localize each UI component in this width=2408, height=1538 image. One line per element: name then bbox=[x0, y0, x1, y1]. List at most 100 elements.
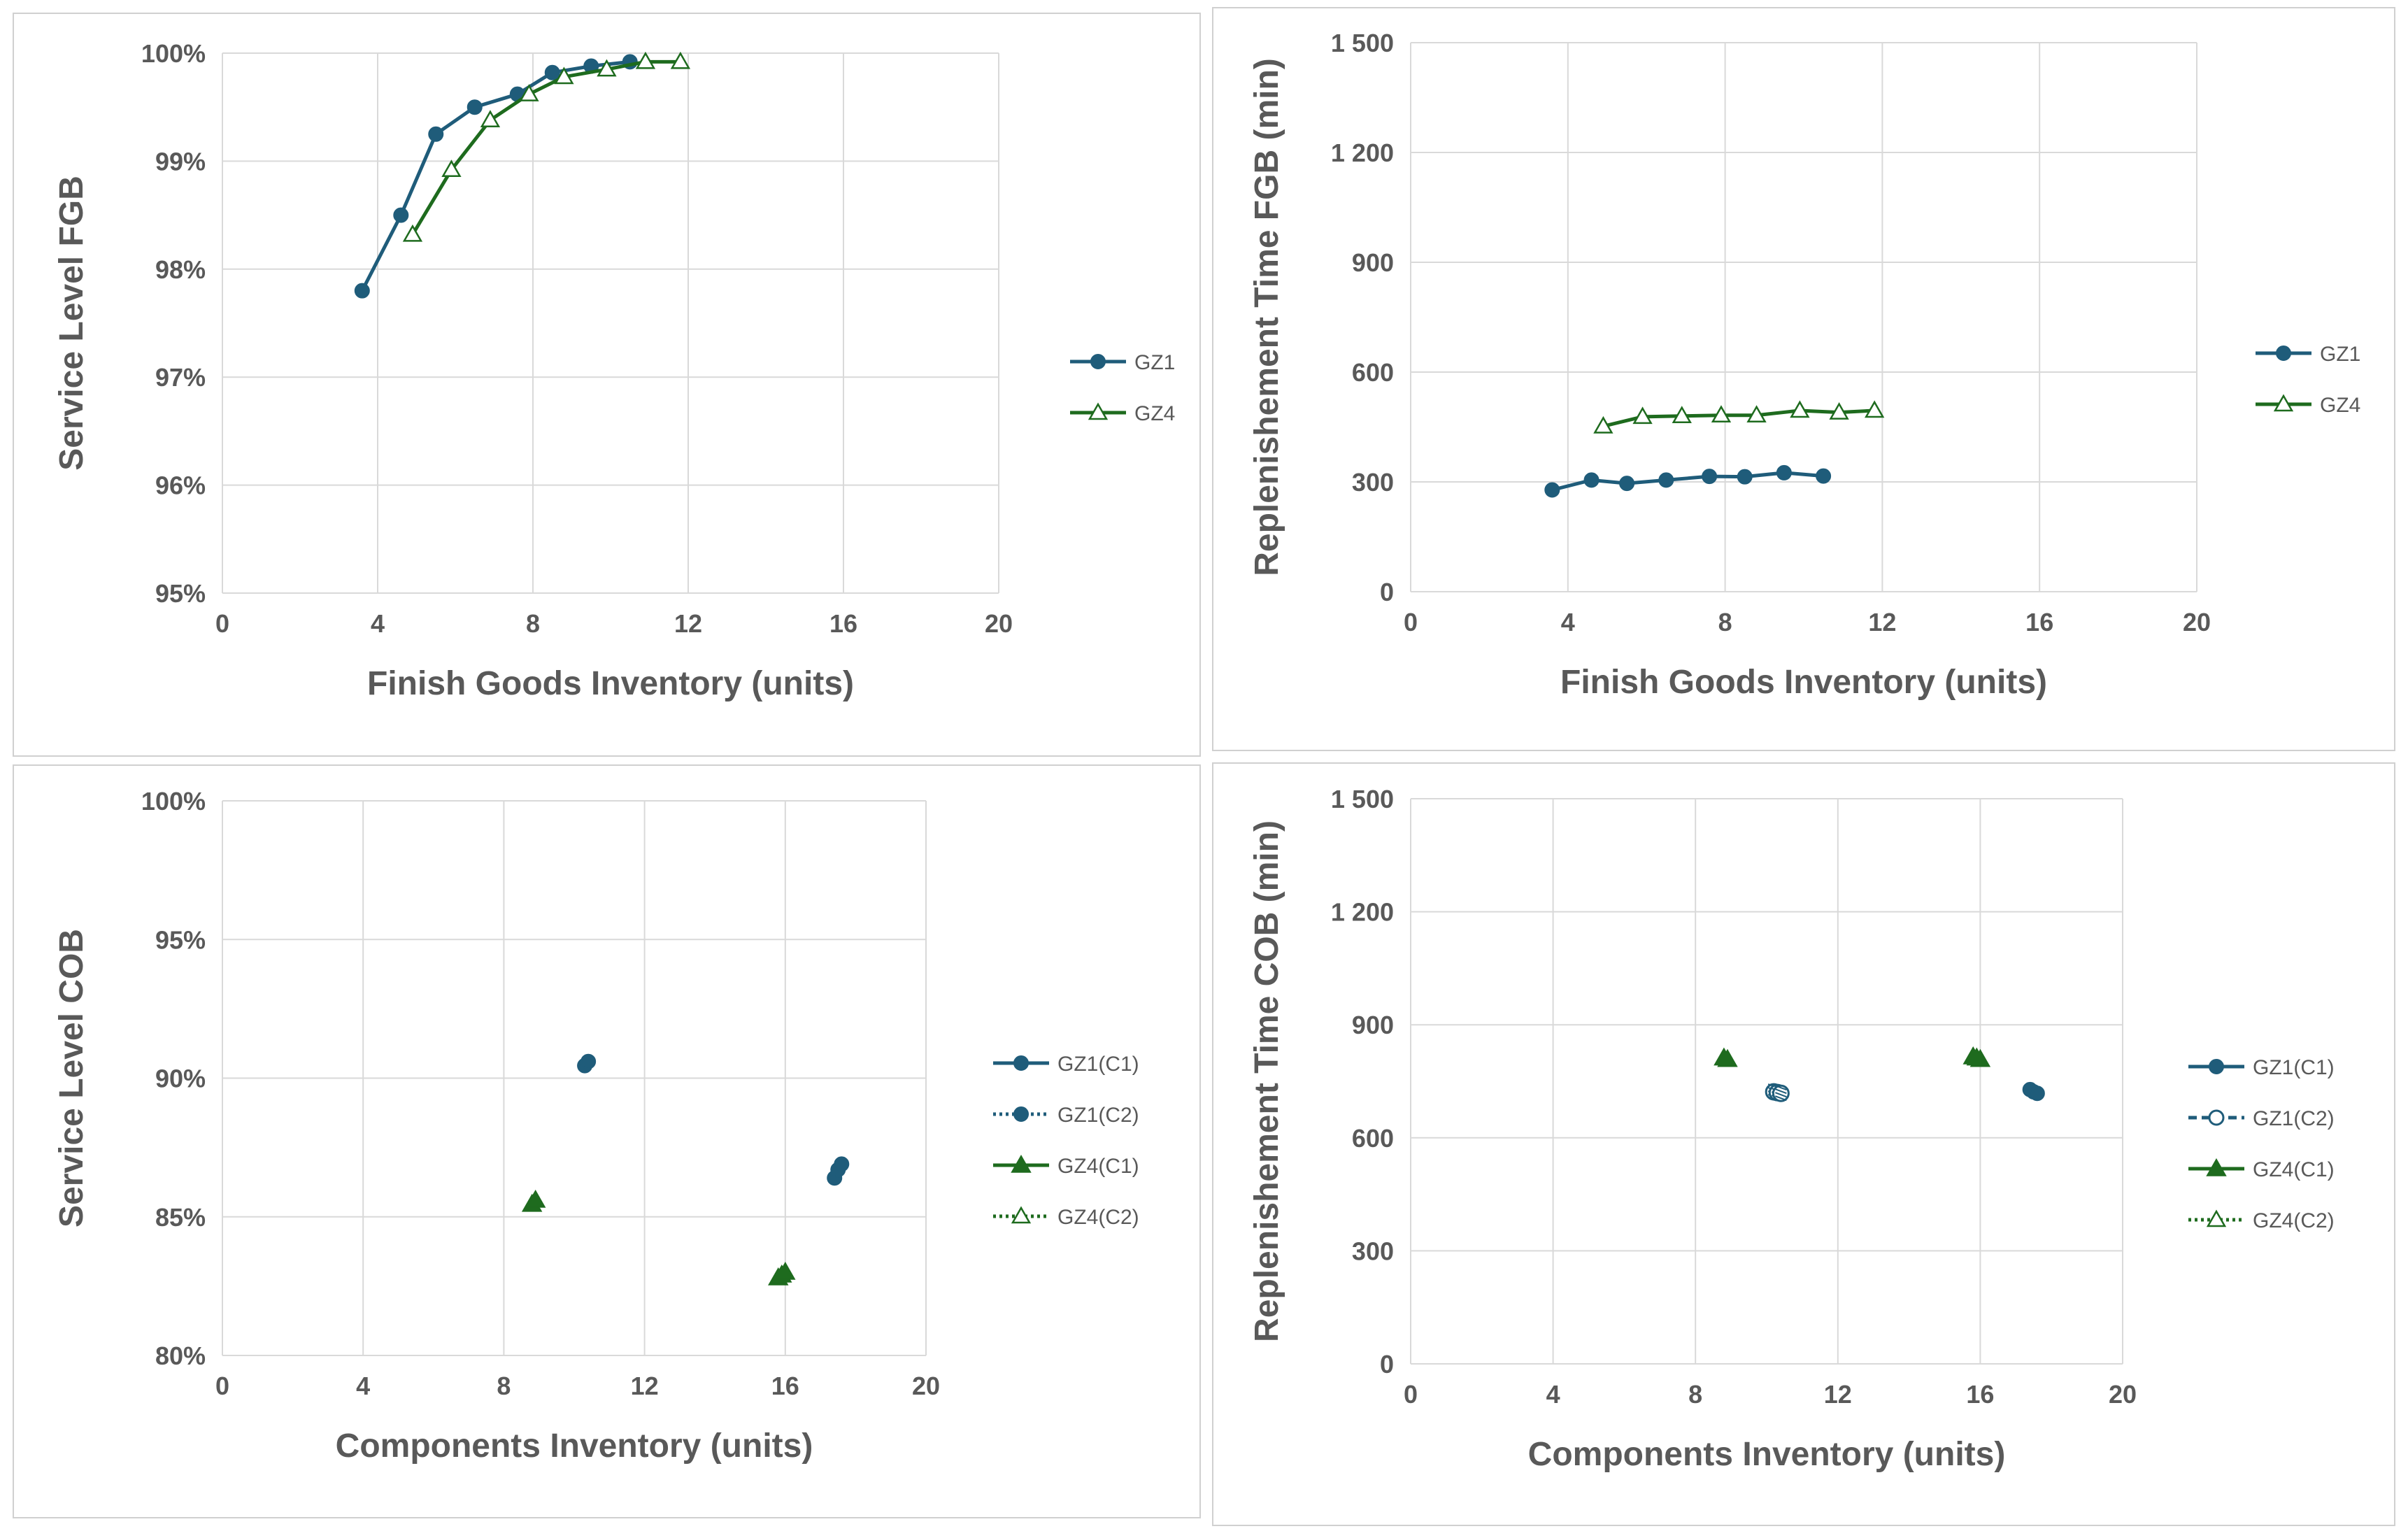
y-tick-label: 600 bbox=[1352, 1124, 1394, 1153]
x-tick-label: 0 bbox=[215, 1372, 229, 1400]
x-tick-label: 12 bbox=[674, 609, 702, 638]
y-axis-label: Replenishement Time COB (min) bbox=[1248, 820, 1285, 1342]
legend-entry: GZ4(C1) bbox=[993, 1154, 1139, 1178]
legend-entry: GZ1(C2) bbox=[2188, 1107, 2335, 1130]
data-point bbox=[544, 64, 560, 80]
legend-marker bbox=[1013, 1106, 1029, 1122]
chart-panel-replenishment-time-cob: 0 4 8 12 16 20 0 300 600 900 1 200 1 500 Components … bbox=[1212, 762, 2395, 1526]
legend-label: GZ1(C1) bbox=[2253, 1056, 2335, 1079]
data-point bbox=[1632, 406, 1653, 425]
legend-label: GZ1(C2) bbox=[1057, 1104, 1139, 1127]
x-tick-label: 4 bbox=[356, 1372, 370, 1400]
data-point bbox=[1829, 402, 1849, 420]
y-tick-label: 0 bbox=[1380, 1350, 1394, 1379]
legend-label: GZ4(C1) bbox=[1057, 1155, 1139, 1178]
data-point bbox=[466, 99, 483, 115]
x-tick-label: 12 bbox=[1868, 608, 1896, 636]
legend-marker bbox=[2273, 394, 2294, 412]
series-gz1 bbox=[354, 54, 638, 299]
series-gz4-c1 bbox=[768, 1262, 796, 1286]
y-tick-label: 600 bbox=[1352, 358, 1394, 387]
x-tick-label: 8 bbox=[497, 1372, 511, 1400]
series-gz1-c1 bbox=[827, 1156, 850, 1186]
series-gz4-c2 bbox=[521, 1189, 546, 1212]
legend-label: GZ4(C2) bbox=[2253, 1209, 2335, 1232]
y-axis-label: Service Level COB bbox=[53, 929, 90, 1227]
data-point bbox=[1583, 472, 1600, 488]
data-point bbox=[402, 224, 423, 242]
legend-marker bbox=[2209, 1059, 2224, 1074]
series-line bbox=[411, 59, 681, 236]
y-tick-label: 1 500 bbox=[1331, 785, 1394, 813]
data-point bbox=[554, 66, 574, 85]
series-gz4-c2 bbox=[1714, 1047, 1738, 1067]
legend-label: GZ4(C2) bbox=[1057, 1206, 1139, 1229]
legend-marker bbox=[1013, 1055, 1029, 1071]
x-tick-label: 16 bbox=[2025, 608, 2053, 636]
y-tick-label: 97% bbox=[155, 363, 206, 392]
legend-label: GZ1 bbox=[2320, 343, 2360, 366]
chart-panel-replenishment-time-fgb: 0 4 8 12 16 20 0 300 600 900 1 200 1 500 Finish Good… bbox=[1212, 7, 2395, 751]
x-axis-label: Components Inventory (units) bbox=[1528, 1436, 2006, 1473]
y-tick-label: 900 bbox=[1352, 1011, 1394, 1039]
x-tick-label: 16 bbox=[829, 609, 857, 638]
data-point bbox=[1544, 482, 1560, 498]
data-point bbox=[1746, 405, 1767, 423]
data-point bbox=[354, 283, 370, 299]
legend-label: GZ1 bbox=[1134, 351, 1175, 374]
legend-entry: GZ4(C2) bbox=[993, 1206, 1139, 1229]
y-tick-label: 0 bbox=[1380, 578, 1394, 606]
x-tick-label: 8 bbox=[526, 609, 540, 638]
series-gz1-c1 bbox=[2022, 1081, 2045, 1102]
legend-entry: GZ1 bbox=[2256, 343, 2360, 366]
legend-entry: GZ1 bbox=[1070, 351, 1175, 374]
data-point bbox=[1737, 469, 1753, 485]
y-axis-label: Service Level FGB bbox=[53, 176, 90, 471]
y-tick-label: 1 500 bbox=[1331, 29, 1394, 57]
series-line bbox=[360, 59, 631, 292]
legend-label: GZ4 bbox=[2320, 394, 2360, 417]
data-point bbox=[1593, 415, 1613, 434]
x-tick-label: 0 bbox=[1404, 1380, 1418, 1409]
y-tick-label: 1 200 bbox=[1331, 898, 1394, 927]
x-tick-label: 16 bbox=[1966, 1380, 1994, 1409]
y-tick-label: 99% bbox=[155, 147, 206, 176]
x-tick-label: 8 bbox=[1688, 1380, 1702, 1409]
data-point bbox=[1619, 476, 1635, 492]
data-point bbox=[1969, 1048, 1991, 1067]
series-gz4-c1 bbox=[1962, 1046, 1991, 1067]
series-gz4 bbox=[1593, 400, 1885, 434]
data-point bbox=[597, 59, 617, 77]
legend-marker bbox=[1011, 1154, 1032, 1173]
x-axis-label: Components Inventory (units) bbox=[336, 1427, 813, 1465]
data-point bbox=[1711, 405, 1732, 423]
x-tick-label: 20 bbox=[912, 1372, 940, 1400]
x-axis-label: Finish Goods Inventory (units) bbox=[367, 665, 854, 702]
data-point bbox=[480, 110, 501, 127]
data-point bbox=[519, 84, 539, 101]
x-tick-label: 16 bbox=[771, 1372, 799, 1400]
x-tick-label: 4 bbox=[1546, 1380, 1560, 1409]
x-tick-label: 20 bbox=[2109, 1380, 2137, 1409]
x-tick-label: 0 bbox=[1404, 608, 1418, 636]
x-tick-label: 4 bbox=[1561, 608, 1575, 636]
series-gz1-c2 bbox=[1765, 1083, 1790, 1102]
data-point bbox=[441, 159, 462, 178]
x-tick-label: 8 bbox=[1718, 608, 1732, 636]
y-tick-label: 300 bbox=[1352, 1237, 1394, 1265]
chart-svg: 0 4 8 12 16 20 0 300 600 900 1 200 1 500 Components … bbox=[1248, 785, 2335, 1473]
legend-marker bbox=[2206, 1158, 2227, 1176]
x-tick-label: 12 bbox=[631, 1372, 659, 1400]
y-tick-label: 300 bbox=[1352, 468, 1394, 497]
data-point bbox=[1717, 1048, 1738, 1067]
data-point bbox=[1776, 464, 1792, 480]
data-point bbox=[670, 51, 691, 69]
y-tick-label: 96% bbox=[155, 471, 206, 500]
chart-svg: 0 4 8 12 16 20 80% 85% 90% 95% 100% Components Inve… bbox=[53, 787, 1139, 1465]
legend-entry: GZ4 bbox=[2256, 394, 2360, 417]
legend-entry: GZ4 bbox=[1070, 402, 1175, 425]
legend-entry: GZ1(C1) bbox=[993, 1053, 1139, 1076]
series-line bbox=[1602, 408, 1875, 428]
legend-marker bbox=[1090, 354, 1106, 369]
y-tick-label: 100% bbox=[141, 787, 206, 816]
